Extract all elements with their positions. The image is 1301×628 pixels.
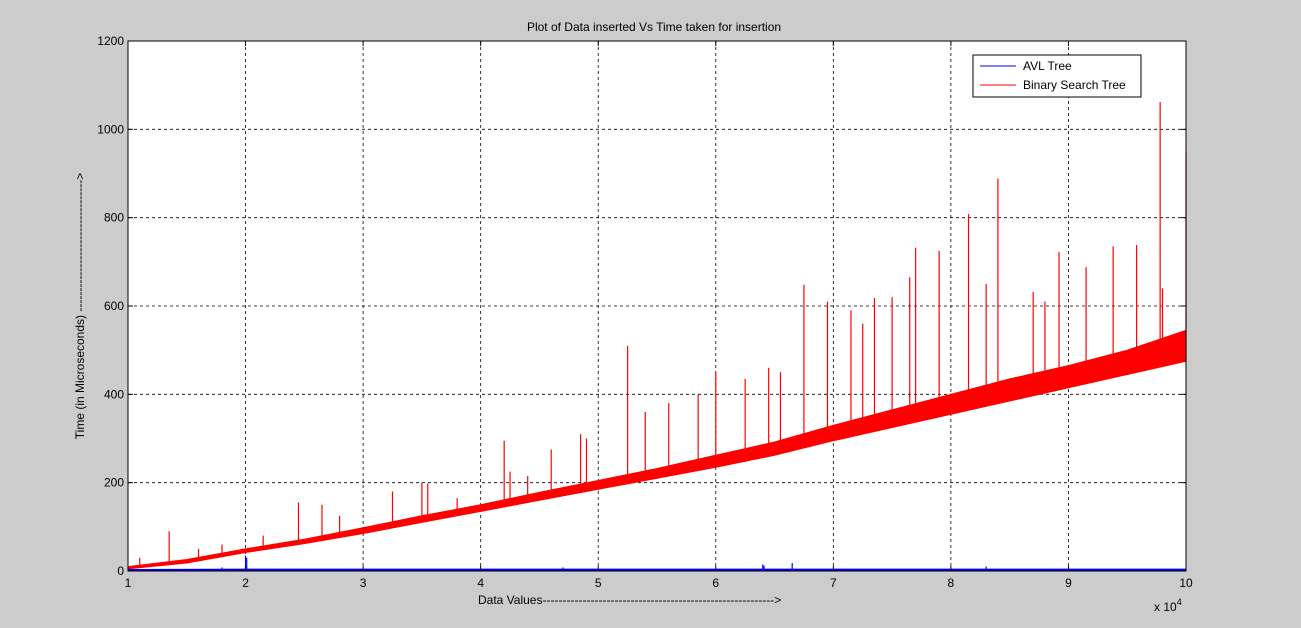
legend-avl-label: AVL Tree: [1023, 59, 1072, 73]
legend-box: [972, 54, 1142, 98]
x-tick-label: 8: [948, 576, 955, 590]
x-tick-label: 4: [477, 576, 484, 590]
x-tick-label: 3: [360, 576, 367, 590]
x-tick-label: 9: [1065, 576, 1072, 590]
x-tick-label: 10: [1179, 576, 1193, 590]
x-tick-label: 7: [830, 576, 837, 590]
legend-bst-label: Binary Search Tree: [1023, 78, 1126, 92]
x-tick-label: 1: [125, 576, 132, 590]
x-multiplier-exponent: 4: [1177, 597, 1182, 607]
x-tick-label: 2: [242, 576, 249, 590]
chart-title: Plot of Data inserted Vs Time taken for …: [527, 20, 781, 34]
x-multiplier: x 104: [1154, 597, 1182, 614]
y-tick-label: 200: [104, 476, 124, 490]
y-tick-label: 1000: [97, 122, 124, 136]
legend: AVL Tree Binary Search Tree: [972, 54, 1142, 98]
x-tick-label: 5: [595, 576, 602, 590]
grid-lines: [128, 41, 1186, 571]
y-tick-label: 400: [104, 387, 124, 401]
x-multiplier-base: x 10: [1154, 600, 1177, 614]
y-tick-label: 600: [104, 299, 124, 313]
series-layer: [127, 101, 1187, 572]
axis-ticks: 1 2 3 4 5 6 7 8 9 10 0 200 400 600 800 1000 1200: [97, 34, 1193, 590]
y-tick-label: 1200: [97, 34, 124, 48]
y-tick-label: 800: [104, 211, 124, 225]
y-tick-label: 0: [117, 564, 124, 578]
x-axis-label: Data Values-----------------------------…: [478, 593, 781, 607]
y-axis-label: Time (in Microseconds) -----------------…: [73, 173, 87, 439]
x-tick-label: 6: [712, 576, 719, 590]
